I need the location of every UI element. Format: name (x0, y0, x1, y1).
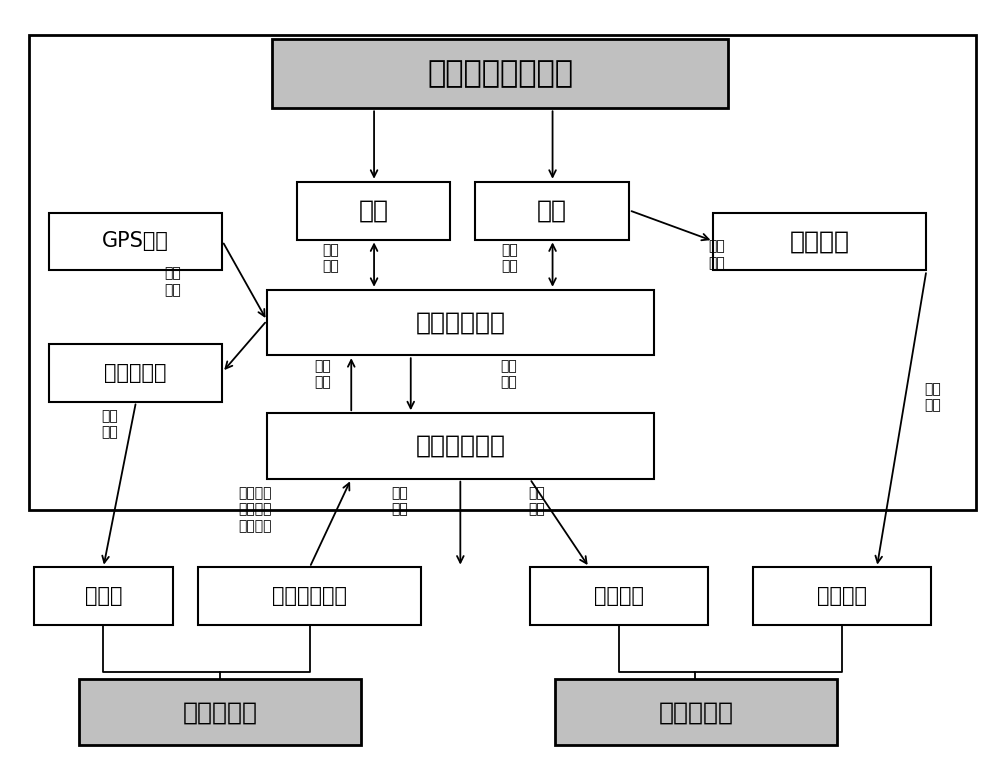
Text: 图像发送: 图像发送 (790, 229, 850, 254)
Bar (49, 212, 222, 271)
Text: 状态
数据: 状态 数据 (528, 487, 545, 516)
Bar (198, 568, 421, 626)
Text: 定位
信息: 定位 信息 (164, 267, 181, 296)
Text: 终端监视器: 终端监视器 (658, 700, 733, 724)
Text: 实时
图像: 实时 图像 (708, 239, 725, 270)
Text: GPS模块: GPS模块 (102, 232, 169, 251)
Text: 遥控器: 遥控器 (85, 587, 122, 606)
Bar (79, 679, 361, 745)
Bar (555, 679, 837, 745)
Text: 控制
命令: 控制 命令 (323, 243, 339, 274)
Bar (267, 289, 654, 355)
Text: 控制
命令: 控制 命令 (500, 359, 517, 389)
Text: 云台: 云台 (359, 199, 389, 222)
Bar (29, 35, 976, 509)
Text: 遥控接收机: 遥控接收机 (104, 363, 167, 383)
Bar (267, 413, 654, 479)
Bar (297, 182, 450, 239)
Text: 数据传输模块: 数据传输模块 (415, 434, 505, 458)
Text: 飞行控制软件: 飞行控制软件 (272, 587, 347, 606)
Text: 状态
数据: 状态 数据 (315, 359, 331, 389)
Text: 拍照
命令: 拍照 命令 (501, 243, 518, 274)
Bar (753, 568, 931, 626)
Text: 控制
命令: 控制 命令 (101, 410, 118, 439)
Text: 实时
图像: 实时 图像 (925, 382, 941, 413)
Text: 飞行控制系统: 飞行控制系统 (415, 310, 505, 335)
Text: 航线规划
参数设置
控制命令: 航线规划 参数设置 控制命令 (238, 487, 272, 533)
Text: 图像接收: 图像接收 (817, 587, 867, 606)
Bar (34, 568, 173, 626)
Text: 数据接收: 数据接收 (594, 587, 644, 606)
Bar (272, 39, 728, 108)
Bar (475, 182, 629, 239)
Text: 地面控制站: 地面控制站 (182, 700, 257, 724)
Text: 状态
数据: 状态 数据 (391, 487, 408, 516)
Text: 相机: 相机 (537, 199, 567, 222)
Bar (49, 344, 222, 402)
Bar (713, 212, 926, 271)
Text: 多旋翼小型无人机: 多旋翼小型无人机 (427, 59, 573, 88)
Bar (530, 568, 708, 626)
